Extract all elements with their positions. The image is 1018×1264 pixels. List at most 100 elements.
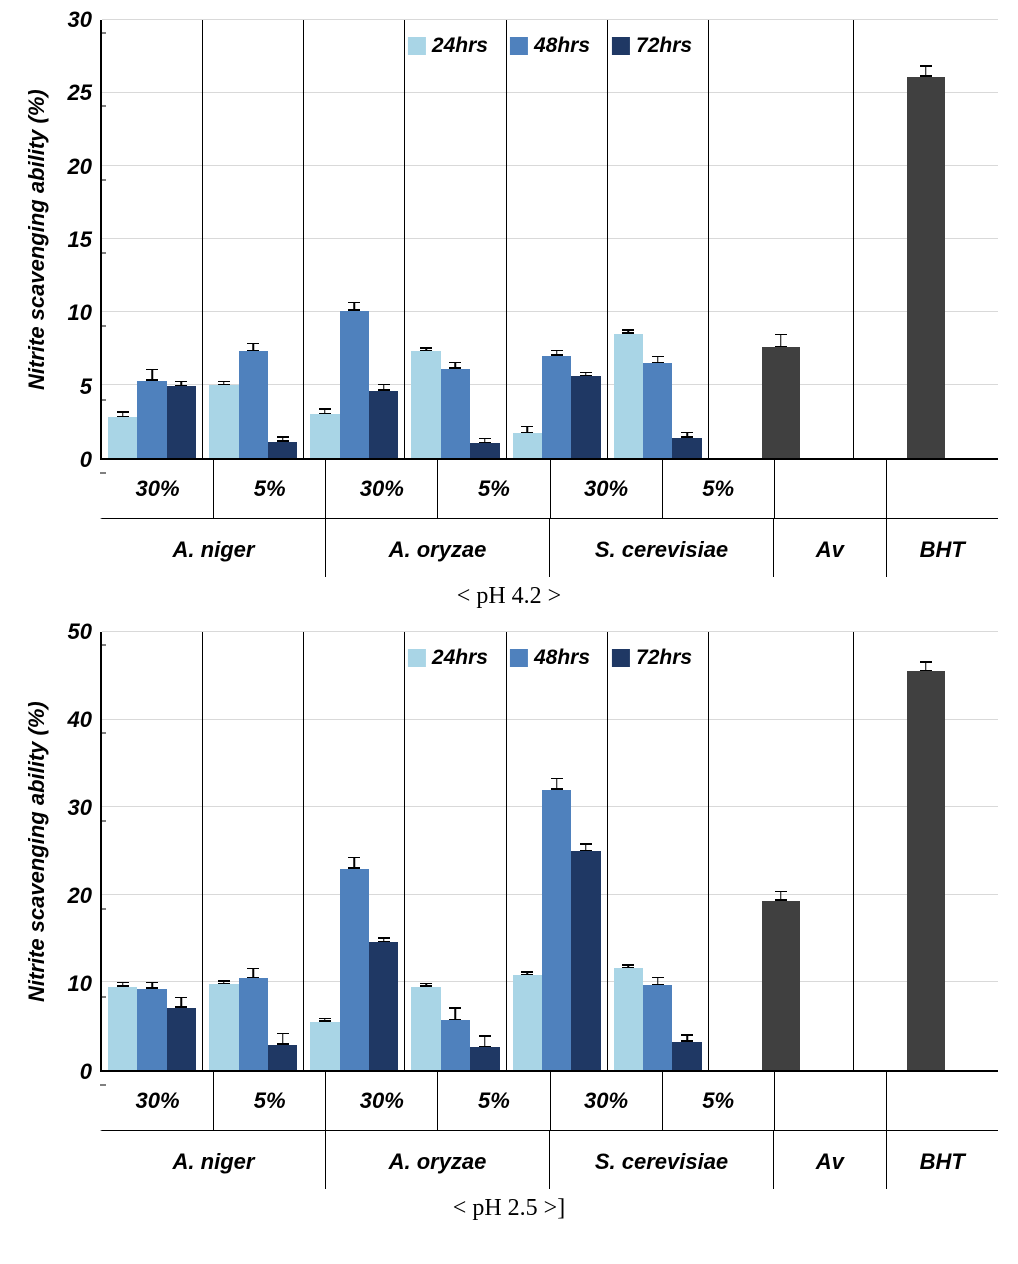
error-cap — [319, 413, 331, 415]
bar-wrap — [310, 632, 339, 1070]
y-tick: 40 — [56, 707, 100, 733]
chart-area: Nitrite scavenging ability (%)0102030405… — [20, 632, 998, 1072]
error-cap — [218, 384, 230, 386]
bar-group — [304, 20, 405, 458]
bar-wrap — [571, 632, 600, 1070]
error-cap — [319, 1018, 331, 1020]
bar — [268, 1045, 297, 1070]
error-cap — [920, 75, 932, 77]
bar-wrap — [672, 20, 701, 458]
y-axis-label: Nitrite scavenging ability (%) — [20, 632, 56, 1072]
bar-group — [102, 20, 203, 458]
y-tick: 15 — [56, 227, 100, 253]
error-cap — [622, 967, 634, 969]
x-group-label: A. oryzae — [326, 519, 550, 577]
bar-group — [405, 20, 506, 458]
bar-group — [709, 632, 854, 1070]
x-group-label: Av — [774, 519, 887, 577]
error-cap — [378, 389, 390, 391]
bar — [369, 391, 398, 458]
error-cap — [247, 977, 259, 979]
bar-group — [854, 20, 998, 458]
error-cap — [521, 432, 533, 434]
bar-wrap — [209, 20, 238, 458]
chart-caption: < pH 4.2 > — [20, 577, 998, 624]
error-cap — [622, 329, 634, 331]
bar — [167, 386, 196, 458]
bar-wrap — [340, 632, 369, 1070]
bar — [137, 381, 166, 458]
error-cap — [277, 1043, 289, 1045]
error-cap — [580, 850, 592, 852]
error-cap — [479, 1046, 491, 1048]
bar-wrap — [571, 20, 600, 458]
bar-wrap — [411, 20, 440, 458]
bar-group — [304, 632, 405, 1070]
bar-wrap — [672, 632, 701, 1070]
x-group-label: BHT — [887, 1131, 999, 1189]
bar — [441, 1020, 470, 1070]
bar-wrap — [513, 20, 542, 458]
error-cap — [681, 1034, 693, 1036]
y-tick: 20 — [56, 154, 100, 180]
bar — [209, 385, 238, 458]
error-cap — [420, 347, 432, 349]
y-tick: 0 — [56, 1059, 100, 1085]
error-cap — [218, 980, 230, 982]
bar — [571, 851, 600, 1070]
error-cap — [420, 350, 432, 352]
bar-wrap — [340, 20, 369, 458]
error-cap — [277, 440, 289, 442]
x-axis-level1: 30%5%30%5%30%5% — [100, 460, 998, 518]
y-tick: 10 — [56, 971, 100, 997]
bar-wrap — [137, 20, 166, 458]
error-cap — [920, 65, 932, 67]
bar-wrap — [441, 632, 470, 1070]
bar — [340, 311, 369, 458]
bar-group — [102, 632, 203, 1070]
legend-swatch — [510, 37, 528, 55]
error-cap — [117, 985, 129, 987]
x-tick-label — [887, 460, 998, 518]
bar-wrap — [310, 20, 339, 458]
error-cap — [378, 384, 390, 386]
legend-label: 72hrs — [636, 646, 692, 670]
bar-wrap — [542, 20, 571, 458]
error-cap — [479, 442, 491, 444]
legend-item: 24hrs — [408, 646, 488, 670]
bar — [137, 989, 166, 1070]
bar-wrap — [239, 20, 268, 458]
bar-group — [608, 20, 709, 458]
error-cap — [551, 350, 563, 352]
bar — [268, 442, 297, 458]
bar-group — [405, 632, 506, 1070]
bar-wrap — [441, 20, 470, 458]
x-group-label: A. niger — [102, 519, 326, 577]
bar-wrap — [762, 632, 800, 1070]
error-cap — [920, 670, 932, 672]
error-cap — [775, 891, 787, 893]
plot-area: 24hrs48hrs72hrs — [100, 20, 998, 460]
x-tick-label: 5% — [663, 460, 775, 518]
error-cap — [277, 1033, 289, 1035]
legend-swatch — [408, 649, 426, 667]
x-tick-label: 5% — [438, 460, 550, 518]
error-cap — [117, 416, 129, 418]
bar-wrap — [614, 632, 643, 1070]
bar — [209, 984, 238, 1070]
error-cap — [580, 372, 592, 374]
bars-row — [102, 20, 998, 458]
error-cap — [348, 857, 360, 859]
error-cap — [449, 367, 461, 369]
error-cap — [420, 983, 432, 985]
legend-label: 24hrs — [432, 646, 488, 670]
y-tick: 30 — [56, 795, 100, 821]
bar-wrap — [369, 20, 398, 458]
error-cap — [319, 408, 331, 410]
bar-wrap — [470, 20, 499, 458]
legend: 24hrs48hrs72hrs — [408, 34, 692, 58]
bar-wrap — [643, 20, 672, 458]
bar-wrap — [411, 632, 440, 1070]
y-tick: 20 — [56, 883, 100, 909]
legend-item: 24hrs — [408, 34, 488, 58]
